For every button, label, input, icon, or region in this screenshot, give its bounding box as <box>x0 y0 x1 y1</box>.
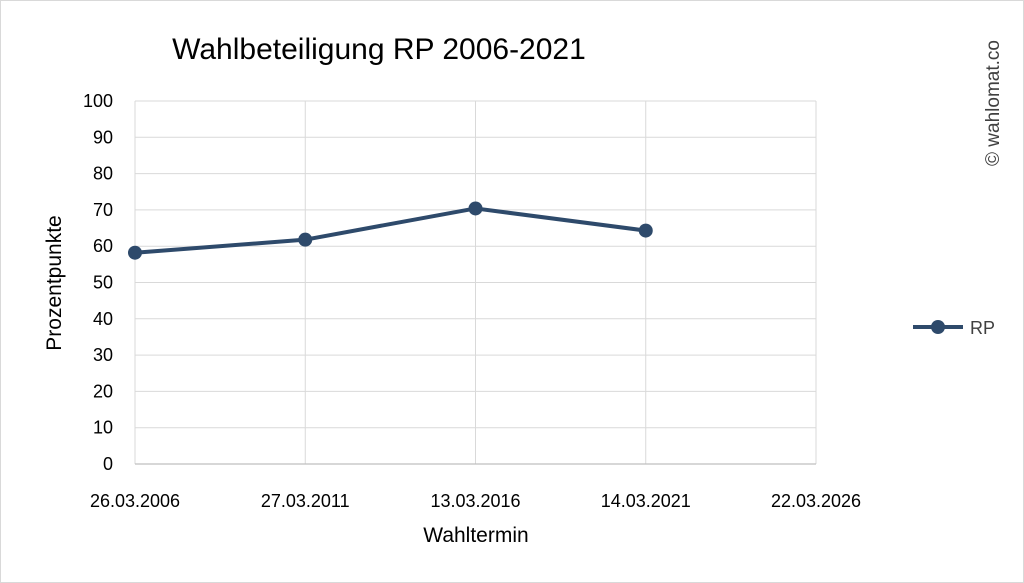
x-tick-label: 27.03.2011 <box>261 491 350 511</box>
y-axis-title: Prozentpunkte <box>43 215 66 350</box>
copyright-watermark: © wahlomat.co <box>983 40 1004 166</box>
y-tick-label: 70 <box>93 200 113 220</box>
y-tick-label: 0 <box>103 454 113 474</box>
legend-label-rp: RP <box>970 318 995 338</box>
x-tick-label: 22.03.2026 <box>771 491 861 511</box>
data-point <box>638 223 653 238</box>
x-tick-label: 13.03.2016 <box>430 491 520 511</box>
x-tick-label: 14.03.2021 <box>601 491 691 511</box>
y-tick-label: 40 <box>93 309 113 329</box>
data-point <box>128 245 142 260</box>
y-tick-label: 30 <box>93 345 113 365</box>
x-tick-label: 26.03.2006 <box>90 491 180 511</box>
data-point <box>468 201 483 216</box>
data-point <box>298 232 313 247</box>
y-tick-label: 80 <box>93 164 113 184</box>
y-tick-label: 60 <box>93 236 113 256</box>
y-tick-label: 20 <box>93 381 113 401</box>
y-tick-label: 90 <box>93 127 113 147</box>
legend: RP <box>913 318 995 338</box>
legend-marker-rp <box>931 320 945 334</box>
y-tick-label: 50 <box>93 273 113 293</box>
y-tick-label: 100 <box>83 91 113 111</box>
series-line-rp <box>134 206 647 255</box>
gridlines <box>134 100 817 464</box>
axes: 0 10 20 30 40 50 60 70 80 90 100 26.03.2006 27.03.20… <box>83 91 861 511</box>
x-axis-title: Wahltermin <box>423 524 528 547</box>
chart-title: Wahlbeteiligung RP 2006-2021 <box>172 33 586 66</box>
y-tick-label: 10 <box>93 418 113 438</box>
series-layer <box>128 201 653 260</box>
